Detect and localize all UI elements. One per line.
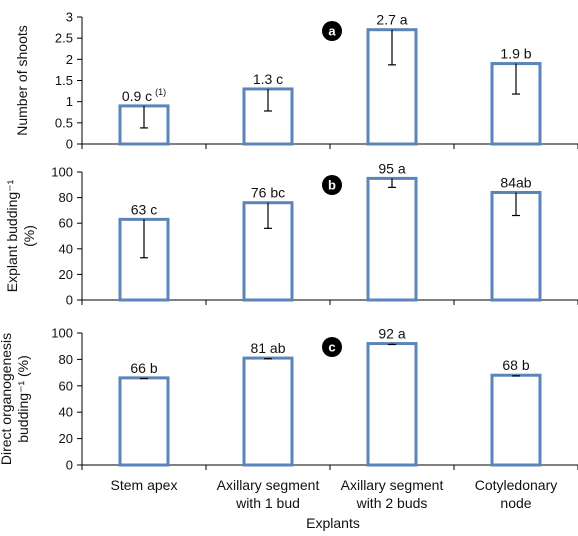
bar (490, 373, 542, 467)
bar (366, 176, 418, 302)
x-category-label: Stem apex (111, 477, 178, 493)
data-label: 66 b (130, 360, 157, 376)
chart-panel-c: 0 20 40 60 80 100 Direct organogenesisbudding⁻… (0, 326, 578, 473)
y-tick-label: 2.5 (55, 31, 73, 46)
panel-label-badge (322, 175, 342, 195)
bar (242, 356, 294, 467)
bar (118, 217, 170, 302)
data-label: 76 bc (251, 185, 285, 201)
y-tick-label: 0.5 (55, 115, 73, 130)
y-axis-title: Number of shoots (14, 25, 30, 136)
x-category-labels: Stem apex Axillary segment with 1 bud Axill… (111, 477, 558, 511)
panel-label: a (328, 24, 336, 39)
data-label: 68 b (502, 357, 529, 373)
data-label: 1.9 b (500, 46, 531, 62)
chart-panel-b: 0 20 40 60 80 100 Explant budding⁻¹(%) 63 c 76 b… (4, 160, 578, 308)
panel-label: b (328, 178, 336, 193)
y-tick-label: 0 (66, 293, 73, 308)
x-category-label: Axillary segment with 1 bud (217, 477, 320, 511)
y-tick-label: 3 (66, 10, 73, 25)
y-tick-label: 100 (51, 165, 73, 180)
data-label: 1.3 c (253, 71, 283, 87)
y-tick-label: 60 (59, 378, 73, 393)
data-label: 2.7 a (376, 12, 407, 28)
panel-label-badge (322, 337, 342, 357)
data-label: 95 a (378, 160, 405, 176)
y-tick-label: 2 (66, 52, 73, 67)
y-axis-title: Direct organogenesisbudding⁻¹ (%) (0, 333, 31, 465)
panel-label: c (328, 340, 335, 355)
y-tick-label: 1.5 (55, 73, 73, 88)
x-category-label: Cotyledonary node (475, 477, 558, 511)
bar (118, 376, 170, 467)
data-label: 84ab (500, 174, 531, 190)
y-tick-label: 40 (59, 405, 73, 420)
y-tick-label: 1 (66, 94, 73, 109)
y-tick-label: 60 (59, 216, 73, 231)
y-tick-label: 0 (66, 137, 73, 152)
data-label: 0.9 c (1) (122, 87, 166, 104)
y-tick-label: 20 (59, 431, 73, 446)
y-tick-label: 100 (51, 326, 73, 341)
y-tick-label: 40 (59, 241, 73, 256)
data-label: 92 a (378, 326, 405, 342)
x-axis-title: Explants (306, 515, 360, 531)
y-tick-label: 80 (59, 190, 73, 205)
y-tick-label: 0 (66, 458, 73, 473)
panel-label-badge (322, 21, 342, 41)
panels: 0 0.5 1 1.5 2 2.5 3 Number of shoots 0.9 c (1) 1.3… (0, 10, 578, 473)
x-category-label: Axillary segment with 2 buds (341, 477, 444, 511)
data-label: 63 c (131, 201, 157, 217)
bar (366, 342, 418, 467)
chart-panel-a: 0 0.5 1 1.5 2 2.5 3 Number of shoots 0.9 c (1) 1.3… (14, 10, 578, 152)
y-tick-label: 20 (59, 267, 73, 282)
y-axis-title: Explant budding⁻¹(%) (4, 179, 37, 292)
y-tick-label: 80 (59, 352, 73, 367)
data-label: 81 ab (250, 340, 285, 356)
